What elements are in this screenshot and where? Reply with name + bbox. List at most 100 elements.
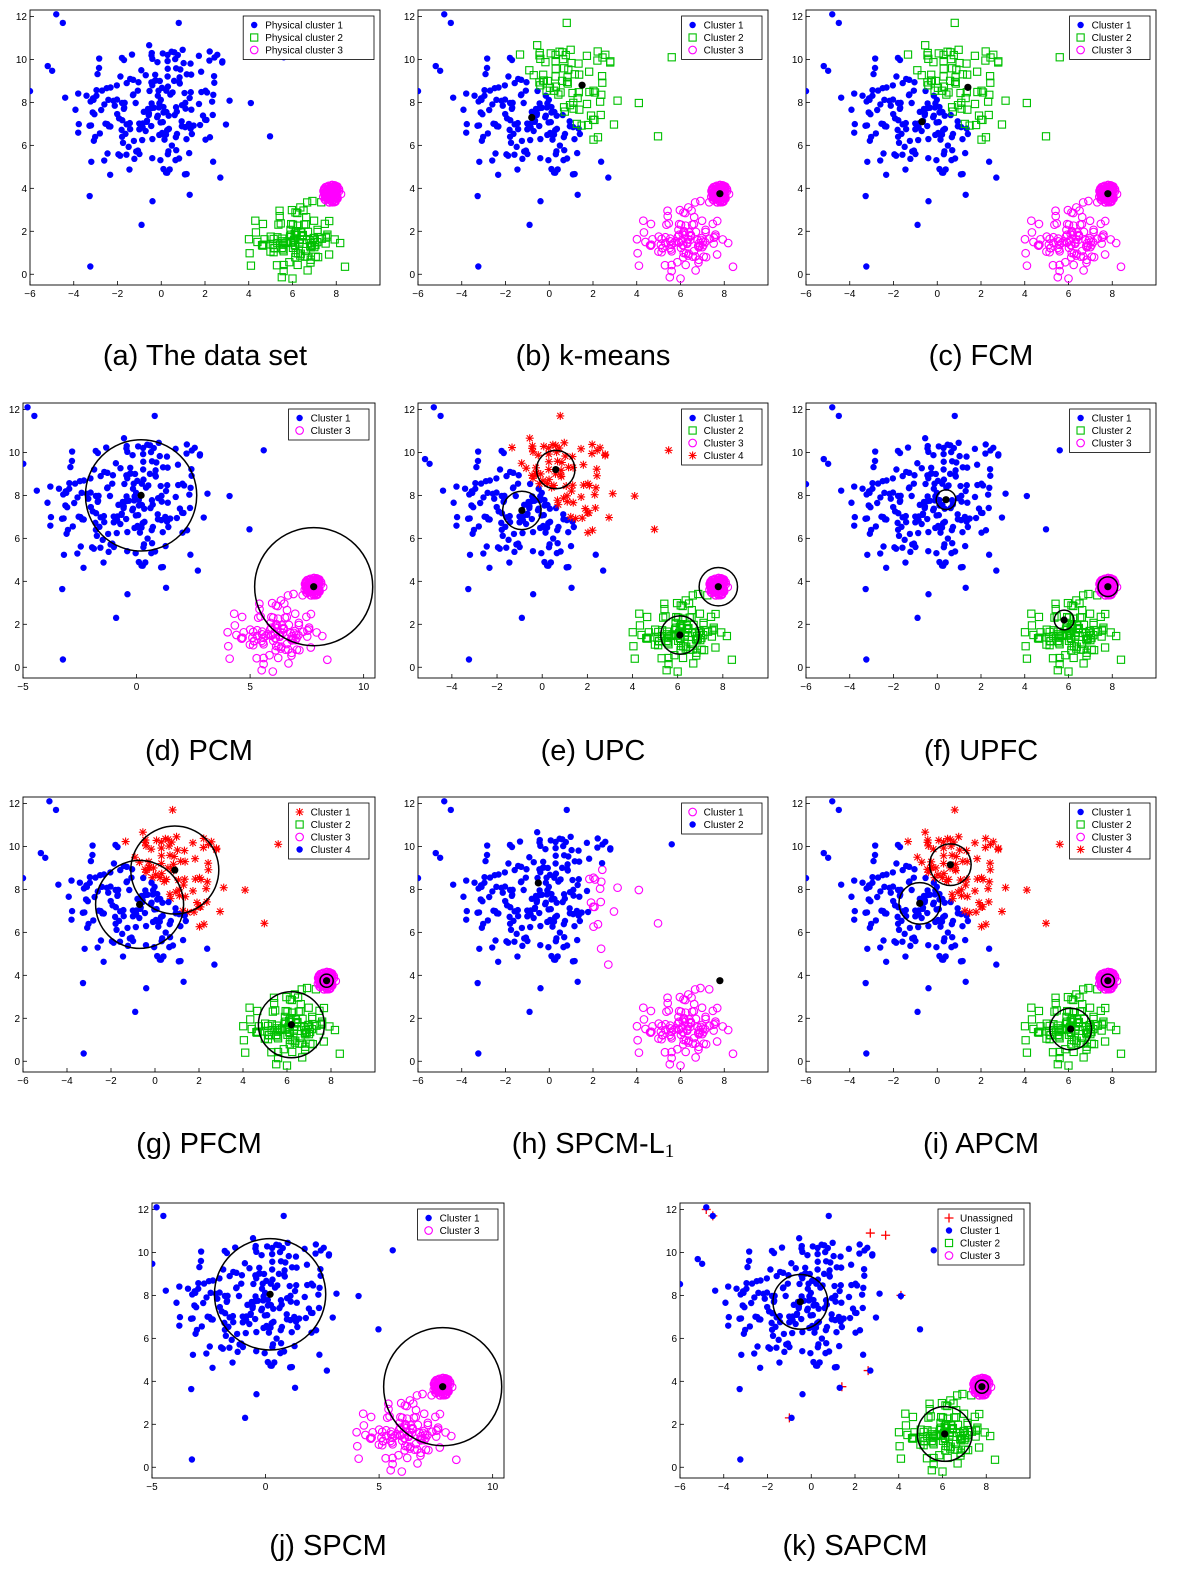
data-point (927, 464, 935, 471)
data-point (945, 76, 955, 86)
data-point (613, 883, 622, 893)
data-point (1033, 633, 1043, 643)
data-point (268, 667, 278, 676)
data-point (242, 1329, 249, 1337)
y-tick-label: 10 (9, 448, 21, 459)
data-point (699, 646, 709, 655)
data-point (553, 457, 562, 466)
legend-marker (688, 33, 697, 42)
data-point (252, 1027, 261, 1037)
data-point (896, 105, 904, 113)
data-point (165, 125, 173, 133)
y-tick-label: 10 (666, 1248, 678, 1259)
data-point (856, 1241, 863, 1248)
data-point (477, 499, 484, 507)
data-point (563, 491, 572, 500)
data-point (187, 89, 194, 96)
data-point (795, 1235, 803, 1242)
data-point (97, 514, 104, 521)
data-point (277, 1326, 284, 1334)
cluster-center (552, 466, 560, 474)
data-point (865, 1228, 875, 1238)
data-point (492, 907, 499, 915)
data-point (421, 455, 429, 463)
data-point (963, 70, 972, 79)
y-tick-label: 12 (138, 1205, 150, 1216)
data-point (306, 609, 316, 619)
data-point (143, 985, 150, 992)
data-point (303, 1261, 311, 1268)
data-point (1061, 232, 1071, 241)
data-point (153, 1204, 160, 1211)
data-point (463, 916, 470, 923)
data-point (282, 1061, 292, 1070)
data-point (978, 529, 985, 536)
data-point (435, 1390, 444, 1400)
data-point (200, 1299, 207, 1307)
data-point (301, 1293, 308, 1301)
data-point (121, 837, 130, 846)
data-point (1064, 274, 1073, 283)
data-point (205, 1277, 213, 1285)
data-point (148, 52, 155, 59)
data-point (1001, 883, 1010, 892)
data-point (924, 515, 931, 523)
data-point (921, 828, 930, 837)
data-point (170, 77, 178, 85)
data-point (147, 845, 156, 854)
data-point (311, 575, 321, 584)
x-tick-label: 8 (328, 1076, 334, 1087)
data-point (493, 883, 500, 891)
data-point (483, 543, 490, 550)
data-point (507, 117, 514, 124)
data-point (962, 191, 969, 198)
data-point (522, 87, 530, 94)
data-point (544, 465, 553, 474)
data-point (916, 108, 923, 116)
data-point (268, 1266, 276, 1273)
data-point (899, 151, 906, 158)
data-point (741, 1326, 749, 1334)
data-point (566, 512, 575, 521)
data-point (59, 656, 67, 663)
data-point (568, 846, 575, 854)
y-tick-label: 4 (14, 971, 20, 982)
data-point (633, 248, 642, 258)
data-point (266, 133, 274, 140)
data-point (89, 842, 96, 849)
data-point (251, 1315, 259, 1323)
data-point (388, 1453, 397, 1463)
data-point (479, 920, 487, 928)
data-point (138, 67, 145, 74)
data-point (474, 457, 482, 465)
data-point (492, 120, 499, 128)
data-point (687, 605, 696, 615)
data-point (894, 519, 901, 527)
x-tick-label: 0 (808, 1482, 814, 1493)
cluster-center (528, 113, 536, 122)
data-point (165, 842, 174, 851)
data-point (986, 859, 995, 868)
data-point (524, 126, 531, 133)
data-point (838, 1323, 846, 1331)
data-point (912, 913, 919, 920)
data-point (907, 155, 914, 163)
data-point (230, 621, 240, 630)
data-point (1106, 1022, 1115, 1031)
data-point (171, 111, 178, 119)
data-point (1076, 645, 1085, 654)
data-point (663, 638, 673, 647)
data-point (933, 156, 940, 164)
panel-b: −6 −4 −2 0 2 4 6 8 0 2 4 6 8 10 12 Cluster 1 Cluster 2 Cl… (404, 9, 769, 390)
data-point (1116, 262, 1126, 272)
data-point (506, 886, 514, 894)
data-point (226, 1314, 233, 1321)
data-point (75, 90, 82, 97)
data-point (507, 904, 514, 911)
data-point (948, 894, 957, 903)
data-point (30, 87, 34, 95)
data-point (1071, 203, 1081, 212)
data-point (657, 247, 666, 257)
data-point (109, 472, 117, 479)
data-point (911, 472, 918, 479)
